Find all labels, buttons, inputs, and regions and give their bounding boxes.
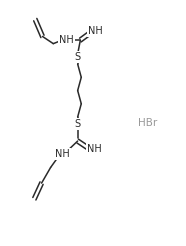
Text: NH: NH xyxy=(60,35,74,45)
Text: S: S xyxy=(75,52,81,62)
Text: NH: NH xyxy=(88,26,103,36)
Text: NH: NH xyxy=(86,144,101,154)
Text: S: S xyxy=(75,119,81,129)
Text: HBr: HBr xyxy=(137,118,157,128)
Text: NH: NH xyxy=(55,149,70,159)
